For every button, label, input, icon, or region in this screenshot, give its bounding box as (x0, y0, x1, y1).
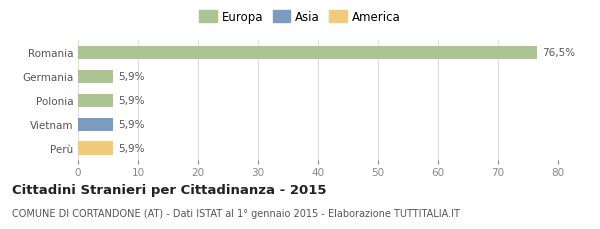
Text: 5,9%: 5,9% (118, 96, 145, 106)
Text: 5,9%: 5,9% (118, 143, 145, 153)
Bar (78, 46, 537, 60)
Text: 5,9%: 5,9% (118, 72, 145, 82)
Text: 5,9%: 5,9% (118, 120, 145, 130)
Text: Cittadini Stranieri per Cittadinanza - 2015: Cittadini Stranieri per Cittadinanza - 2… (12, 183, 326, 196)
Bar (78, 118, 113, 131)
Text: COMUNE DI CORTANDONE (AT) - Dati ISTAT al 1° gennaio 2015 - Elaborazione TUTTITA: COMUNE DI CORTANDONE (AT) - Dati ISTAT a… (12, 208, 460, 218)
Bar (78, 94, 113, 107)
Bar (78, 70, 113, 84)
Legend: Europa, Asia, America: Europa, Asia, America (194, 6, 406, 28)
Bar (78, 142, 113, 155)
Text: 76,5%: 76,5% (542, 48, 575, 58)
